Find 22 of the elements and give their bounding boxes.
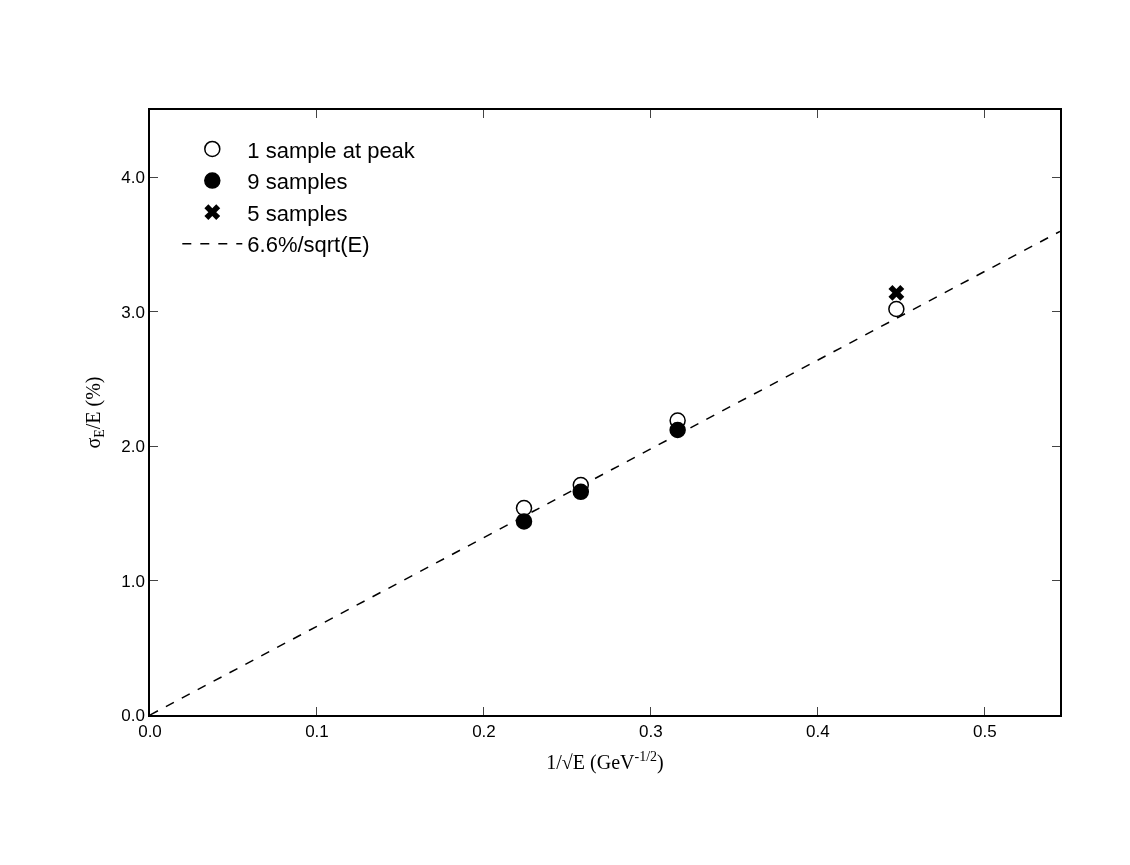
x-tick-label: 0.5 bbox=[973, 722, 997, 742]
y-tick-label: 0.0 bbox=[121, 705, 145, 725]
legend-label: 6.6%/sqrt(E) bbox=[247, 232, 370, 258]
point bbox=[888, 284, 905, 301]
x-tick-label: 0.3 bbox=[639, 722, 663, 742]
x-tick-label: 0.2 bbox=[472, 722, 496, 742]
legend-label: 9 samples bbox=[247, 169, 348, 195]
y-tick-label: 4.0 bbox=[121, 168, 145, 188]
x-axis-title: 1/√E (GeV$^{-1/2}$) bbox=[546, 748, 664, 775]
point bbox=[572, 483, 590, 501]
point bbox=[515, 513, 533, 530]
x-tick-label: 0.1 bbox=[305, 722, 329, 742]
point bbox=[515, 499, 533, 517]
y-tick-label: 2.0 bbox=[121, 437, 145, 457]
x-tick-label: 0.4 bbox=[806, 722, 830, 742]
legend-label: 1 sample at peak bbox=[247, 137, 416, 163]
point bbox=[669, 421, 686, 439]
x-tick-label: 0.0 bbox=[138, 722, 162, 742]
legend-label: 5 samples bbox=[247, 200, 348, 226]
y-tick-label: 3.0 bbox=[121, 302, 145, 322]
point bbox=[888, 300, 905, 318]
y-tick-label: 1.0 bbox=[121, 571, 145, 591]
